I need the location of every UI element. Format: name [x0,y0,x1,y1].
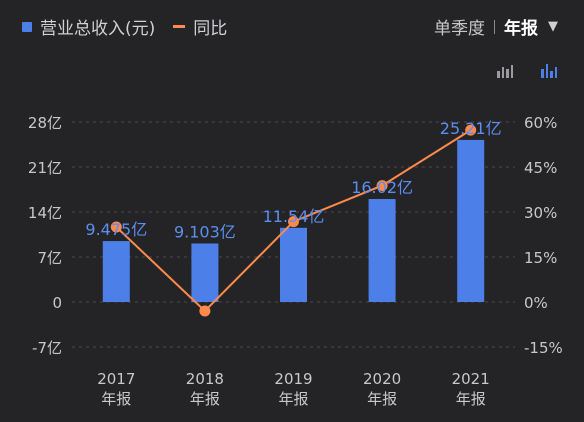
period-divider [494,19,495,34]
left-tick-label: 0 [52,294,62,312]
category-year-label: 2020 [363,370,401,388]
yoy-point [110,221,122,233]
left-tick-label: -7亿 [32,339,62,357]
quarter-option[interactable]: 单季度 [434,19,485,39]
bar-value-label: 9.103亿 [174,222,236,241]
revenue-legend-label: 营业总收入(元) [40,19,156,39]
yoy-point [376,180,388,192]
line-chart-toggle-icon[interactable] [497,64,513,78]
category-period-label: 年报 [190,390,220,408]
bar-value-label: 9.475亿 [85,220,147,239]
left-tick-label: 7亿 [37,249,62,267]
right-tick-label: 60% [524,114,557,132]
caret-down-icon[interactable]: ▼ [548,19,558,34]
category-period-label: 年报 [456,390,486,408]
right-tick-label: 30% [524,204,557,222]
right-tick-label: 15% [524,249,557,267]
revenue-bar [102,241,130,302]
yoy-legend-label: 同比 [193,19,228,39]
right-tick-label: 45% [524,159,557,177]
annual-option[interactable]: 年报 [504,19,538,39]
left-tick-label: 14亿 [28,204,62,222]
yoy-point [199,305,211,317]
yoy-point [465,124,477,136]
left-tick-label: 28亿 [28,114,62,132]
left-tick-label: 21亿 [28,159,62,177]
category-period-label: 年报 [278,390,308,408]
revenue-bar [457,139,485,302]
bar-value-label: 25.21亿 [440,119,502,138]
period-selector[interactable]: 单季度 年报 ▼ [434,14,558,39]
category-year-label: 2021 [452,370,490,388]
bar-value-label: 11.54亿 [263,207,325,226]
category-year-label: 2018 [186,370,224,388]
revenue-bar [191,243,219,302]
right-tick-label: 0% [524,294,548,312]
bar-value-label: 16.02亿 [351,178,413,197]
revenue-bar [368,199,396,302]
category-year-label: 2017 [97,370,135,388]
revenue-bar [280,227,307,302]
revenue-legend-swatch [22,21,32,32]
bar-chart-toggle-icon[interactable] [541,64,557,78]
right-tick-label: -15% [524,339,563,357]
chart-header: 营业总收入(元) 同比 单季度 年报 ▼ [0,0,584,56]
category-period-label: 年报 [367,390,397,408]
category-period-label: 年报 [101,390,131,408]
category-year-label: 2019 [274,370,312,388]
yoy-point [288,216,299,228]
legend: 营业总收入(元) 同比 [22,14,227,39]
yoy-legend-swatch [173,25,186,28]
